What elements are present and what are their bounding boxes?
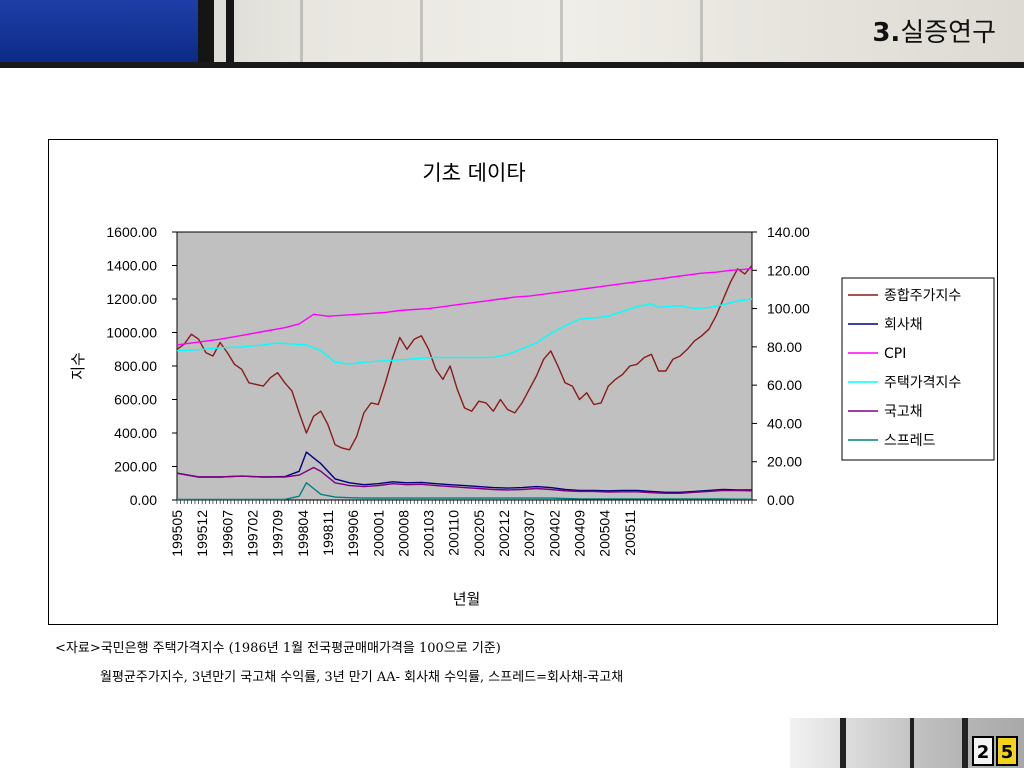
banner-stripe: [300, 0, 303, 62]
banner-stripe: [560, 0, 563, 62]
left-tick-label: 600.00: [114, 392, 157, 408]
x-axis-title: 년월: [453, 590, 481, 608]
left-tick-label: 1400.00: [106, 258, 157, 274]
x-tick-label: 199804: [295, 510, 311, 557]
source-note: <자료>국민은행 주택가격지수 (1986년 1월 전국평균매매가격을 100으…: [55, 641, 501, 656]
page-number-digit: 5: [996, 736, 1018, 766]
banner-stripe: [420, 0, 423, 62]
series-line: [177, 482, 752, 501]
x-tick-label: 200212: [496, 510, 512, 557]
series-line: [176, 466, 753, 494]
right-tick-label: 120.00: [767, 262, 810, 278]
left-tick-label: 800.00: [114, 358, 157, 374]
series-note: 월평균주가지수, 3년만기 국고채 수익률, 3년 만기 AA- 회사채 수익률…: [100, 670, 624, 685]
x-tick-label: 200511: [622, 510, 638, 556]
banner-divider: [198, 0, 214, 62]
section-title-text: 실증연구: [900, 18, 996, 48]
header-banner: 3.실증연구: [0, 0, 1024, 68]
y-axis-title: 지수: [69, 352, 87, 380]
right-tick-label: 140.00: [767, 224, 810, 240]
x-tick-label: 199709: [270, 510, 286, 557]
banner-bottom-bar: [0, 62, 1024, 68]
x-tick-label: 200504: [597, 510, 613, 557]
section-title: 3.실증연구: [872, 12, 996, 49]
section-number: 3.: [872, 18, 901, 48]
banner-stripe: [700, 0, 703, 62]
footer-divider: [840, 718, 846, 768]
x-tick-label: 199702: [244, 510, 260, 557]
left-tick-label: 0.00: [130, 492, 157, 508]
left-tick-label: 200.00: [114, 459, 157, 475]
legend-entry: 회사채: [884, 317, 923, 333]
x-tick-label: 200402: [546, 510, 562, 557]
legend-entry: 주택가격지수: [884, 375, 961, 391]
left-tick-label: 1600.00: [106, 224, 157, 240]
banner-divider: [226, 0, 234, 62]
footer-divider: [910, 718, 914, 768]
chart-title: 기초 데이타: [422, 161, 525, 185]
x-tick-label: 199512: [194, 510, 210, 557]
legend-box: [841, 277, 995, 461]
series-line: [176, 265, 753, 451]
series-line: [176, 451, 753, 493]
x-tick-label: 200205: [471, 510, 487, 557]
banner-blue-panel: [0, 0, 198, 62]
chart-frame: 기초 데이타 0.00 200.00 400.00 600.00 800.00 1000.0…: [48, 139, 998, 625]
x-tick-label: 200409: [572, 510, 588, 557]
x-tick-label: 200103: [421, 510, 437, 557]
right-tick-label: 80.00: [767, 339, 802, 355]
right-tick-label: 100.00: [767, 301, 810, 317]
footer-divider: [962, 718, 968, 768]
left-tick-label: 1000.00: [106, 325, 157, 341]
legend-entry: 스프레드: [884, 433, 936, 449]
legend-entry: CPI: [884, 346, 906, 362]
right-tick-label: 60.00: [767, 377, 802, 393]
right-tick-label: 20.00: [767, 454, 802, 470]
legend-entry: 국고채: [884, 404, 923, 420]
series-line: [176, 298, 753, 365]
x-tick-label: 200307: [521, 510, 537, 557]
legend-entry: 종합주가지수: [884, 288, 961, 304]
x-tick-label: 199811: [320, 510, 336, 556]
x-tick-label: 200110: [446, 510, 462, 556]
plot-area: [176, 231, 753, 501]
x-tick-label: 200008: [395, 510, 411, 557]
x-tick-label: 200001: [370, 510, 386, 557]
x-tick-label: 199607: [219, 510, 235, 557]
right-tick-label: 40.00: [767, 415, 802, 431]
left-tick-label: 1200.00: [106, 291, 157, 307]
x-tick-label: 199505: [169, 510, 185, 557]
line-chart: 기초 데이타 0.00 200.00 400.00 600.00 800.00 1000.0…: [69, 161, 995, 608]
right-tick-label: 0.00: [767, 492, 794, 508]
x-tick-label: 199906: [345, 510, 361, 557]
page-number-digit: 2: [972, 736, 994, 766]
left-tick-label: 400.00: [114, 425, 157, 441]
series-line: [176, 267, 753, 346]
